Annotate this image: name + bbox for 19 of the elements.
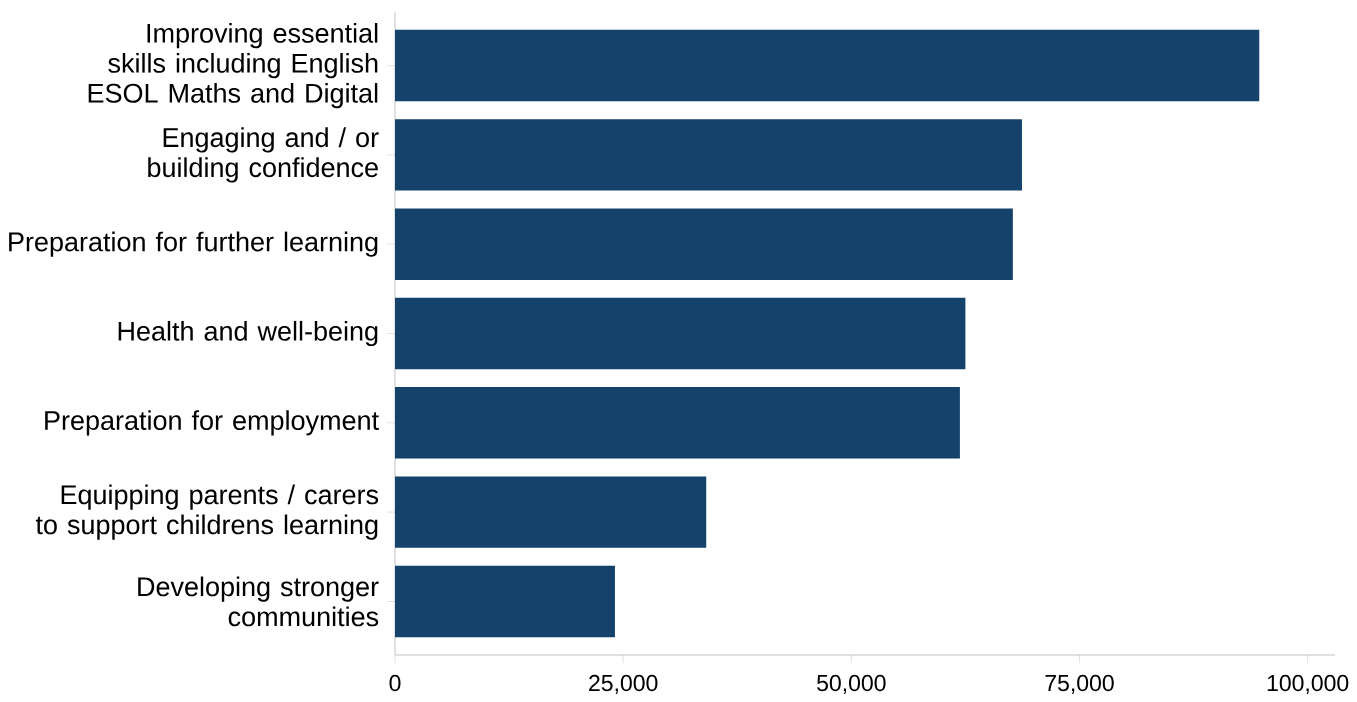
bar: [395, 29, 1260, 102]
y-tick-label: Health and well-being: [118, 320, 378, 347]
y-tick-label: Developing stronger communities: [138, 576, 379, 627]
y-tick-label: Improving essential skills including English ESOL Maths and Digital: [88, 23, 378, 109]
x-tick-label: 75,000: [1045, 674, 1114, 694]
bar: [395, 387, 960, 459]
y-tick-label: Preparation for further learning: [9, 231, 378, 257]
x-tick-label: 50,000: [817, 674, 886, 694]
bar: [395, 119, 1022, 191]
y-tick-label: Preparation for employment: [45, 410, 379, 436]
bar: [395, 208, 1013, 280]
x-tick-label: 0: [389, 674, 401, 692]
x-tick-label: 25,000: [589, 674, 658, 694]
bar: [395, 476, 707, 548]
bar: [395, 565, 615, 638]
y-tick-label: Engaging and / or building confidence: [148, 127, 379, 183]
bar: [395, 297, 966, 370]
x-tick-label: 100,000: [1267, 674, 1349, 694]
y-tick-label: Equipping parents / carers to support childrens learning: [35, 484, 379, 540]
